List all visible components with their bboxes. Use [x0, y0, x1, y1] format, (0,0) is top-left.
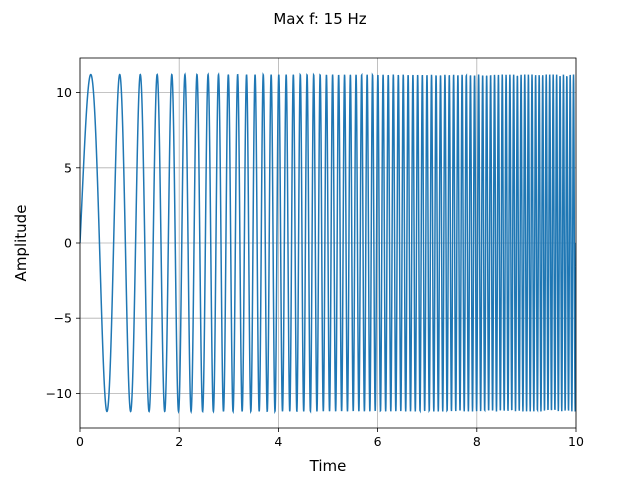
y-tick-label: 5: [64, 160, 72, 175]
x-axis: 0 2 4 6 8 10: [76, 428, 584, 449]
y-tick-label: −5: [54, 311, 72, 326]
x-tick-label: 4: [274, 434, 282, 449]
y-axis-label: Amplitude: [12, 205, 30, 282]
x-axis-label: Time: [309, 457, 347, 475]
x-tick-label: 10: [568, 434, 584, 449]
x-tick-label: 8: [473, 434, 481, 449]
x-tick-label: 2: [175, 434, 183, 449]
chart-title: Max f: 15 Hz: [273, 10, 366, 28]
y-tick-label: −10: [46, 386, 72, 401]
x-tick-label: 0: [76, 434, 84, 449]
x-tick-label: 6: [374, 434, 382, 449]
y-tick-label: 0: [64, 236, 72, 251]
series-line-signal: [80, 72, 576, 415]
y-axis: −10 −5 0 5 10: [46, 85, 80, 401]
plot-area: [80, 72, 576, 415]
y-tick-label: 10: [56, 85, 72, 100]
